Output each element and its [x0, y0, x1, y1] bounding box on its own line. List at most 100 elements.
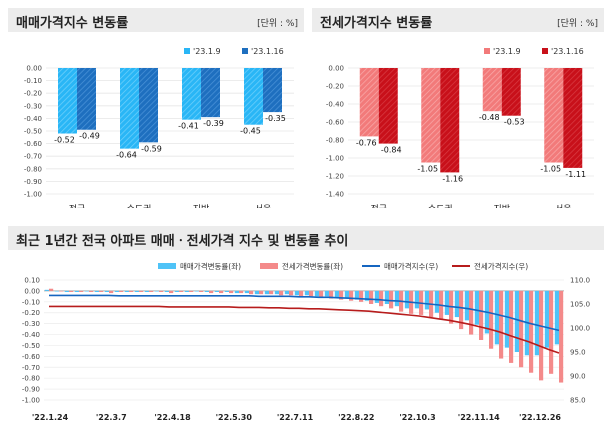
bar-전국-1 [77, 68, 96, 130]
x-tick-label: '22.1.24 [32, 413, 69, 422]
bar-지방-1 [201, 68, 220, 118]
jeonse-rate-bar [159, 290, 164, 292]
jeonse-rate-unit: [단위 : %] [557, 19, 598, 29]
sale-rate-bar [194, 290, 199, 292]
legend-swatch-jeonse-rate [260, 263, 278, 269]
sale-rate-bar [424, 290, 429, 310]
jeonse-rate-bar [259, 290, 264, 295]
y-tick-label: -1.00 [24, 191, 42, 199]
sale-rate-bar [504, 290, 509, 348]
y-tick-label: -0.20 [326, 83, 344, 91]
data-label: -0.45 [240, 127, 261, 136]
category-label: 지방 [493, 204, 510, 208]
trend-title-bar [8, 226, 604, 250]
jeonse-rate-bar [459, 290, 464, 330]
y-left-tick: -0.20 [22, 309, 40, 317]
legend-label-1: '23.1.16 [551, 47, 584, 56]
bar-서울-1 [263, 68, 282, 113]
jeonse-rate-bar [329, 290, 334, 299]
jeonse-rate-bar [209, 290, 214, 294]
bar-지방-0 [482, 68, 502, 112]
y-tick-label: -1.00 [326, 155, 344, 163]
jeonse-rate-bar [489, 290, 494, 349]
y-tick-label: -0.40 [24, 115, 42, 123]
data-label: -0.49 [79, 132, 100, 141]
jeonse-rate-bar [279, 290, 284, 296]
sale-rate-bar [44, 289, 49, 291]
jeonse-rate-bar [69, 290, 74, 292]
bar-서울-0 [544, 68, 564, 163]
y-tick-label: 0.00 [328, 65, 344, 73]
sale-rate-bar [304, 290, 309, 296]
jeonse-rate-bar [339, 290, 344, 300]
y-tick-label: -0.20 [24, 90, 42, 98]
sale-rate-bar [294, 290, 299, 296]
jeonse-rate-bar [389, 290, 394, 309]
sale-rate-bar [54, 290, 59, 292]
jeonse-rate-bar [229, 290, 234, 294]
category-label: 수도권 [428, 203, 453, 208]
x-tick-label: '22.4.18 [154, 413, 191, 422]
bar-서울-1 [563, 68, 583, 168]
jeonse-rate-bar [319, 290, 324, 298]
y-left-tick: 0.10 [24, 277, 40, 285]
bar-서울-0 [244, 68, 263, 125]
x-tick-label: '22.7.11 [277, 413, 314, 422]
data-label: -0.76 [356, 138, 377, 147]
data-label: -0.52 [54, 136, 75, 145]
sale-rate-unit: [단위 : %] [257, 19, 298, 29]
sale-rate-bar [374, 290, 379, 303]
y-tick-label: -0.50 [24, 128, 42, 136]
jeonse-rate-bar [479, 290, 484, 340]
sale-rate-chart: '23.1.9 '23.1.16 -0.52 -0.49 -0.64 -0.59 -0.… [24, 47, 294, 208]
y-left-tick: -0.30 [22, 320, 40, 328]
legend-sale-index: 매매가격지수(우) [384, 261, 438, 271]
trend-chart: 매매가격변동률(좌) 전세가격변동률(좌) 매매가격지수(우) 전세가격지수(우… [22, 261, 590, 422]
y-tick-label: -0.40 [326, 101, 344, 109]
legend-sale-rate: 매매가격변동률(좌) [180, 261, 241, 271]
jeonse-rate-bar [189, 290, 194, 292]
sale-index-line [49, 294, 560, 332]
y-right-tick: 110.0 [570, 277, 590, 285]
sale-rate-bar [364, 290, 369, 301]
sale-rate-bar [494, 290, 499, 345]
jeonse-rate-bar [269, 290, 274, 295]
data-label: -0.59 [141, 144, 162, 153]
jeonse-rate-bar [559, 290, 564, 383]
y-left-tick: -1.00 [22, 397, 40, 405]
sale-rate-bar [544, 290, 549, 348]
jeonse-rate-bar [89, 290, 94, 292]
data-label: -0.48 [479, 113, 500, 122]
y-left-tick: -0.10 [22, 298, 40, 306]
jeonse-rate-bar [299, 290, 304, 297]
sale-rate-bar [224, 290, 229, 292]
y-left-tick: -0.60 [22, 353, 40, 361]
category-label: 전국 [370, 204, 387, 208]
category-label: 전국 [69, 204, 86, 208]
jeonse-rate-bar [499, 290, 504, 359]
sale-rate-bar [444, 290, 449, 315]
jeonse-rate-bar [149, 290, 154, 292]
jeonse-rate-bar [549, 290, 554, 374]
sale-rate-bar [324, 290, 329, 297]
sale-rate-bar [94, 290, 99, 292]
sale-rate-bar [354, 290, 359, 300]
x-tick-label: '22.8.22 [338, 413, 374, 422]
y-right-tick: 90.0 [570, 373, 586, 381]
legend-label-0: '23.1.9 [193, 47, 221, 56]
sale-rate-bar [534, 290, 539, 356]
jeonse-rate-bar [539, 290, 544, 381]
jeonse-rate-bar [109, 290, 114, 294]
legend-swatch-1 [542, 48, 548, 54]
jeonse-rate-title: 전세가격지수 변동률 [320, 16, 433, 31]
sale-rate-bar [384, 290, 389, 304]
jeonse-rate-bar [239, 290, 244, 294]
jeonse-rate-bar [59, 290, 64, 292]
legend-jeonse-index: 전세가격지수(우) [474, 261, 528, 271]
jeonse-rate-bar [359, 290, 364, 302]
sale-rate-bar [114, 290, 119, 292]
y-right-tick: 95.0 [570, 349, 586, 357]
sale-rate-bar [454, 290, 459, 318]
y-left-tick: -0.90 [22, 386, 40, 394]
legend-label-0: '23.1.9 [493, 47, 521, 56]
